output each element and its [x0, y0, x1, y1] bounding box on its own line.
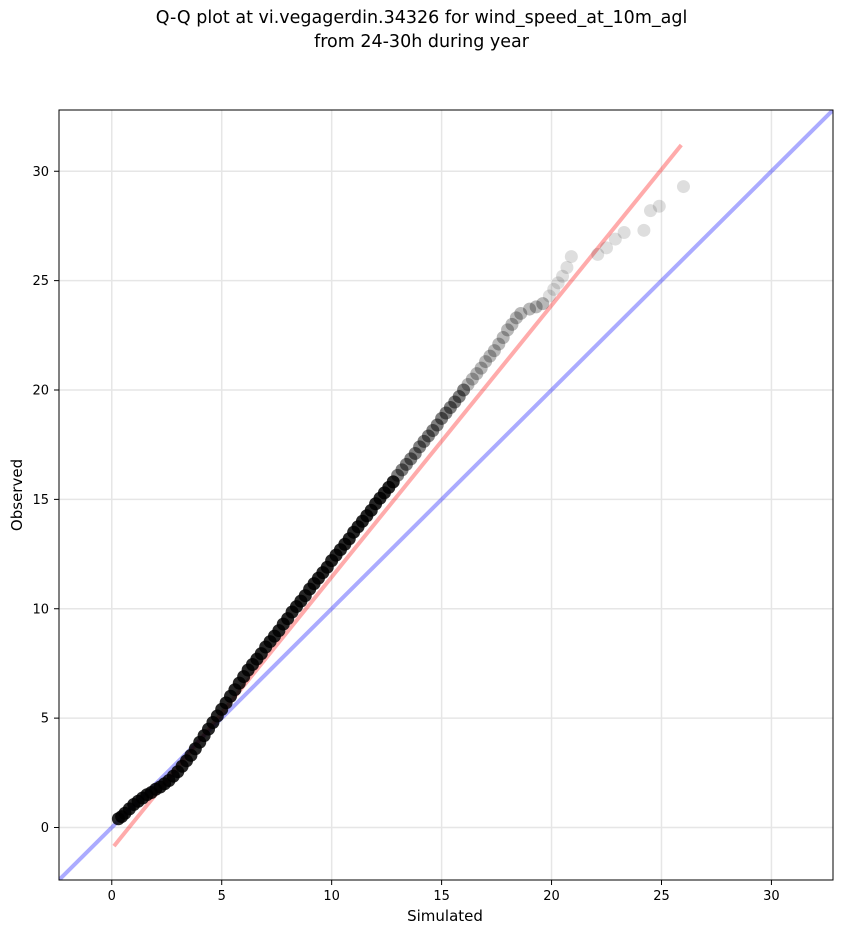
- data-point: [487, 344, 501, 358]
- x-axis-label: Simulated: [407, 907, 483, 925]
- data-point: [652, 199, 666, 213]
- data-point: [556, 269, 570, 283]
- data-point: [470, 367, 484, 381]
- data-point: [542, 289, 556, 303]
- data-point: [514, 306, 528, 320]
- figure-title-line-2: from 24-30h during year: [314, 32, 529, 52]
- data-point: [509, 311, 523, 325]
- y-tick-label: 30: [32, 165, 49, 180]
- axes-frame: [58, 109, 834, 881]
- data-point: [474, 361, 488, 375]
- x-axis-ticks: 0 5 10 15 20 25 30: [108, 880, 780, 904]
- data-point: [637, 223, 651, 237]
- data-point: [457, 383, 471, 397]
- data-point: [483, 349, 497, 363]
- x-tick-label: 0: [108, 889, 116, 904]
- x-tick-label: 10: [323, 889, 340, 904]
- reference-lines: [59, 110, 833, 880]
- data-point: [591, 247, 605, 261]
- data-point: [496, 331, 510, 344]
- data-point: [529, 300, 543, 314]
- data-point: [505, 317, 519, 331]
- x-tick-label: 15: [433, 889, 450, 904]
- y-tick-label: 15: [32, 493, 49, 508]
- data-point: [560, 261, 574, 274]
- y-tick-label: 5: [41, 712, 49, 727]
- data-point: [547, 282, 561, 296]
- x-tick-label: 20: [543, 889, 560, 904]
- grid-lines: [59, 110, 833, 880]
- data-point: [643, 204, 657, 218]
- data-point: [465, 372, 479, 386]
- data-point: [564, 250, 578, 264]
- x-tick-label: 5: [218, 889, 226, 904]
- quantile-points: [111, 180, 690, 826]
- data-point: [523, 302, 537, 316]
- data-point: [600, 241, 614, 255]
- data-point: [617, 226, 631, 239]
- identity-line: [59, 110, 833, 880]
- data-point: [551, 276, 565, 290]
- y-tick-label: 25: [32, 274, 49, 289]
- y-tick-label: 10: [32, 602, 49, 617]
- data-point: [536, 297, 550, 311]
- figure-title-line-1: Q-Q plot at vi.vegagerdin.34326 for wind…: [155, 8, 688, 28]
- data-point: [461, 378, 475, 392]
- data-point: [676, 180, 690, 194]
- data-point: [501, 323, 515, 337]
- y-tick-label: 20: [32, 384, 49, 399]
- data-point: [479, 355, 493, 369]
- data-point: [492, 337, 506, 351]
- x-tick-label: 25: [653, 889, 670, 904]
- data-point: [608, 232, 622, 246]
- y-axis-ticks: 0 5 10 15 20 25 30: [32, 165, 59, 836]
- y-axis-label: Observed: [8, 459, 26, 531]
- y-tick-label: 0: [41, 821, 49, 836]
- x-tick-label: 30: [763, 889, 780, 904]
